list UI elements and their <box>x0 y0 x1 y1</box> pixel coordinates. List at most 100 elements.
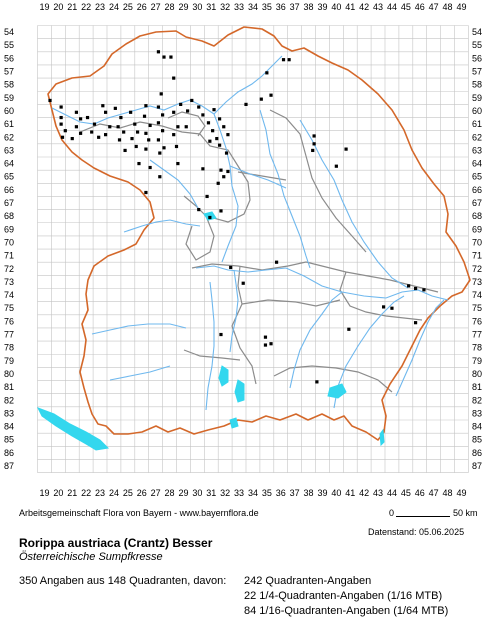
occurrence-dot <box>413 286 418 291</box>
distribution-map: 19 20 21 22 23 24 25 26 27 28 29 30 31 32 33 34 35 36 37 38… <box>4 2 482 498</box>
row-label: 59 <box>4 93 14 103</box>
row-label: 63 <box>4 145 14 155</box>
occurrence-dot <box>113 106 117 110</box>
row-label: 76 <box>4 316 14 326</box>
row-label: 85 <box>472 435 482 445</box>
column-label: 44 <box>387 2 397 12</box>
summary-text: 350 Angaben aus 148 Quadranten, davon: <box>19 575 227 587</box>
column-label: 45 <box>401 2 411 12</box>
row-label: 58 <box>4 80 14 90</box>
occurrence-dot <box>201 167 205 171</box>
column-label: 41 <box>345 2 355 12</box>
column-label: 20 <box>53 2 63 12</box>
occurrence-dot <box>226 169 230 174</box>
occurrence-dot <box>344 147 348 151</box>
lake-starnberger-see <box>234 379 245 403</box>
column-label: 32 <box>220 2 230 12</box>
occurrence-dot <box>212 108 216 112</box>
occurrence-dot <box>144 131 148 135</box>
occurrence-dot <box>156 121 161 125</box>
row-label: 60 <box>472 106 482 116</box>
row-label: 73 <box>472 277 482 287</box>
occurrence-dot <box>60 135 65 139</box>
row-label: 69 <box>472 224 482 234</box>
row-label: 85 <box>4 435 14 445</box>
column-label: 32 <box>220 488 230 498</box>
lake-koenigssee <box>379 428 385 447</box>
row-label: 75 <box>4 303 14 313</box>
occurrence-dot <box>59 115 63 120</box>
row-label: 59 <box>472 93 482 103</box>
column-label: 31 <box>206 488 216 498</box>
occurrence-dot <box>63 129 67 133</box>
occurrence-dot <box>137 161 141 166</box>
occurrence-dot <box>162 55 166 59</box>
occurrence-dot <box>241 281 245 285</box>
column-label: 46 <box>415 2 425 12</box>
occurrence-dot <box>226 133 230 137</box>
column-label: 20 <box>53 488 63 498</box>
occurrence-dots <box>48 50 426 384</box>
row-label: 77 <box>4 330 14 340</box>
column-label: 37 <box>290 2 300 12</box>
row-label: 73 <box>4 277 14 287</box>
column-label: 44 <box>387 488 397 498</box>
occurrence-dot <box>92 122 97 126</box>
row-labels-right: 54 55 56 57 58 59 60 61 62 63 64 65 66 67 68 69 70 71 72 73… <box>472 27 482 471</box>
column-label: 21 <box>67 2 77 12</box>
occurrence-dot <box>269 93 273 97</box>
column-label: 38 <box>304 2 314 12</box>
scale-bar <box>396 516 450 517</box>
occurrence-dot <box>186 109 190 113</box>
column-label: 36 <box>276 488 286 498</box>
occurrence-dot <box>78 131 83 135</box>
row-label: 55 <box>472 40 482 50</box>
occurrence-dot <box>211 129 215 133</box>
occurrence-dot <box>217 117 222 121</box>
occurrence-dot <box>162 146 166 150</box>
occurrence-dot <box>382 305 386 309</box>
row-label: 60 <box>4 106 14 116</box>
row-label: 76 <box>472 316 482 326</box>
occurrence-dot <box>134 144 138 149</box>
column-label: 28 <box>165 2 175 12</box>
row-label: 66 <box>4 185 14 195</box>
stat-sixteenth-quadrants: 84 1/16-Quadranten-Angaben (1/64 MTB) <box>244 605 449 617</box>
stat-quarter-quadrants: 22 1/4-Quadranten-Angaben (1/16 MTB) <box>244 590 443 602</box>
column-label: 19 <box>39 488 49 498</box>
occurrence-dot <box>208 215 212 220</box>
row-label: 72 <box>472 264 482 274</box>
column-label: 21 <box>67 488 77 498</box>
column-label: 40 <box>331 2 341 12</box>
occurrence-dot <box>119 115 123 120</box>
row-label: 74 <box>472 290 482 300</box>
occurrence-dot <box>217 143 222 147</box>
occurrence-dot <box>311 148 315 153</box>
lakes <box>36 211 385 451</box>
occurrence-dot <box>413 321 418 325</box>
occurrence-dot <box>422 288 426 292</box>
species-scientific-name: Rorippa austriaca (Crantz) Besser <box>19 536 213 550</box>
row-label: 86 <box>4 448 14 458</box>
lake-bodensee <box>36 407 110 451</box>
column-labels-top: 19 20 21 22 23 24 25 26 27 28 29 30 31 32 33 34 35 36 37 38… <box>39 2 466 12</box>
column-label: 39 <box>317 2 327 12</box>
row-label: 70 <box>472 237 482 247</box>
row-label: 63 <box>472 145 482 155</box>
column-label: 43 <box>373 2 383 12</box>
occurrence-dot <box>133 122 137 126</box>
column-label: 41 <box>345 488 355 498</box>
occurrence-dot <box>85 115 90 120</box>
occurrence-dot <box>190 98 194 103</box>
occurrence-dot <box>259 97 263 101</box>
occurrence-dot <box>215 136 219 141</box>
row-label: 65 <box>472 172 482 182</box>
occurrence-dot <box>101 104 105 108</box>
row-label: 57 <box>472 67 482 77</box>
occurrence-dot <box>179 102 183 106</box>
occurrence-dot <box>172 133 176 137</box>
row-labels-left: 54 55 56 57 58 59 60 61 62 63 64 65 66 67 68 69 70 71 72 73… <box>4 27 14 471</box>
column-label: 49 <box>456 2 466 12</box>
row-label: 64 <box>472 159 482 169</box>
occurrence-dot <box>222 125 226 129</box>
